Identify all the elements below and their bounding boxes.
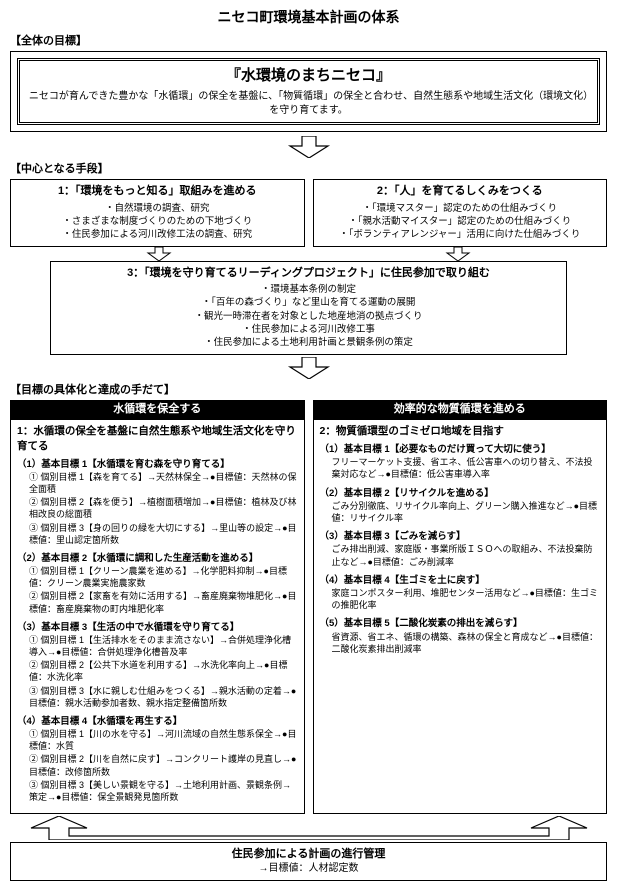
list-item: さまざまな制度づくりのための下地づくり	[17, 215, 298, 228]
goal-detail: ② 個別目標 2【森を便う】→植樹面積増加→●目標値：植林及び林相改良の総面積	[17, 496, 298, 520]
overall-goal-inner: 『水環境のまちニセコ』 ニセコが育んできた豊かな「水循環」の保全を基盤に、「物質…	[17, 58, 600, 125]
goal-detail: ② 個別目標 2【家畜を有効に活用する】→畜産廃棄物堆肥化→●目標値：畜産廃棄物…	[17, 590, 298, 614]
means-left-title: 1：「環境をもっと知る」取組みを進める	[17, 184, 298, 199]
means-right-list: 「環境マスター」認定のための仕組みづくり 「親水活動マイスター」認定のための仕組…	[320, 202, 601, 242]
goals-right-box: 2：物質循環型のゴミゼロ地域を目指す （1）基本目標 1【必要なものだけ買って大…	[313, 419, 608, 814]
arrow-down-icon	[284, 357, 334, 379]
means-right-title: 2：「人」を育てるしくみをつくる	[320, 184, 601, 199]
goal-detail: フリーマーケット支援、省エネ、低公害車への切り替え、不法投棄対応など→●目標値：…	[320, 456, 601, 480]
goal-group-title: （5）基本目標 5【二酸化炭素の排出を減らす】	[320, 617, 601, 630]
goal-detail: 家庭コンポスター利用、堆肥センター活用など→●目標値：生ゴミの推肥化率	[320, 587, 601, 611]
goal-detail: ② 個別目標 2【川を自然に戻す】→コンクリート護岸の見直し→●目標値：改修箇所…	[17, 753, 298, 777]
footer-sub: →目標値：人材認定数	[15, 862, 602, 876]
goal-detail: ① 個別目標 1【川の水を守る】→河川流域の自然生態系保全→●目標値：水質	[17, 728, 298, 752]
goal-group-title: （1）基本目標 1【水循環を育む森を守り育てる】	[17, 458, 298, 471]
goal-group-title: （3）基本目標 3【ごみを減らす】	[320, 530, 601, 543]
goal-detail: 省資源、省エネ、循環の構築、森林の保全と育成など→●目標値：二酸化炭素排出削減率	[320, 631, 601, 655]
banner-right: 効率的な物質循環を進める	[313, 400, 608, 419]
list-item: 「親水活動マイスター」認定のための仕組みづくり	[320, 215, 601, 228]
arrow-down-icon	[284, 136, 334, 158]
goal-detail: ① 個別目標 1【クリーン農業を進める】→化学肥料抑制→●目標値：クリーン農業実…	[17, 565, 298, 589]
goal-group-title: （3）基本目標 3【生活の中で水循環を守り育てる】	[17, 621, 298, 634]
goal-detail: ③ 個別目標 3【美しい景観を守る】→土地利用計画、景観条例→策定→●目標値：保…	[17, 779, 298, 803]
list-item: 住民参加による土地利用計画と景観条例の策定	[57, 336, 560, 349]
arrow-down-icon	[144, 247, 174, 261]
means-center-box: 3：「環境を守り育てるリーディングプロジェクト」に住民参加で取り組む 環境基本条…	[50, 261, 567, 355]
goal-detail: ③ 個別目標 3【水に親しむ仕組みをつくる】→親水活動の定着→●目標値：親水活動…	[17, 685, 298, 709]
goals-left-box: 1：水循環の保全を基盤に自然生態系や地域生活文化を守り育てる （1）基本目標 1…	[10, 419, 305, 814]
goals-right-heading: 2：物質循環型のゴミゼロ地域を目指す	[320, 424, 601, 439]
footer-box: 住民参加による計画の進行管理 →目標値：人材認定数	[10, 842, 607, 881]
goal-group-title: （2）基本目標 2【リサイクルを進める】	[320, 487, 601, 500]
goal-group-title: （4）基本目標 4【生ゴミを土に戻す】	[320, 574, 601, 587]
list-item: 住民参加による河川改修工法の調査、研究	[17, 228, 298, 241]
means-left-list: 自然環境の調査、研究 さまざまな制度づくりのための下地づくり 住民参加による河川…	[17, 202, 298, 242]
banner-row: 水循環を保全する 効率的な物質循環を進める	[10, 400, 607, 419]
goal-detail: ③ 個別目標 3【身の回りの緑を大切にする】→里山等の設定→●目標値：里山認定箇…	[17, 522, 298, 546]
list-item: 環境基本条例の制定	[57, 283, 560, 296]
goal-group: （1）基本目標 1【水循環を育む森を守り育てる】 ① 個別目標 1【森を育てる】…	[17, 458, 298, 546]
goal-group: （5）基本目標 5【二酸化炭素の排出を減らす】 省資源、省エネ、循環の構築、森林…	[320, 617, 601, 655]
goal-group: （2）基本目標 2【リサイクルを進める】 ごみ分別徹底、リサイクル率向上、グリー…	[320, 487, 601, 525]
overall-goal-outer: 『水環境のまちニセコ』 ニセコが育んできた豊かな「水循環」の保全を基盤に、「物質…	[10, 51, 607, 132]
label-overall: 全体の目標	[10, 34, 607, 49]
label-detail: 目標の具体化と達成の手だて	[10, 383, 607, 398]
goal-detail: ② 個別目標 2【公共下水道を利用する】→水洗化率向上→●目標値：水洗化率	[17, 659, 298, 683]
list-item: 「百年の森づくり」など里山を育てる運動の展開	[57, 296, 560, 309]
goal-group-title: （1）基本目標 1【必要なものだけ買って大切に使う】	[320, 443, 601, 456]
means-center-title: 3：「環境を守り育てるリーディングプロジェクト」に住民参加で取り組む	[57, 266, 560, 281]
goal-group: （3）基本目標 3【ごみを減らす】 ごみ排出削減、家庭版・事業所版ＩＳＯへの取組…	[320, 530, 601, 568]
goal-group-title: （4）基本目標 4【水循環を再生する】	[17, 715, 298, 728]
list-item: 「環境マスター」認定のための仕組みづくり	[320, 202, 601, 215]
overall-goal-subtitle: ニセコが育んできた豊かな「水循環」の保全を基盤に、「物質循環」の保全と合わせ、自…	[28, 90, 589, 118]
means-top-row: 1：「環境をもっと知る」取組みを進める 自然環境の調査、研究 さまざまな制度づく…	[10, 179, 607, 246]
goal-group: （2）基本目標 2【水循環に調和した生産活動を進める】 ① 個別目標 1【クリー…	[17, 552, 298, 615]
means-center-list: 環境基本条例の制定 「百年の森づくり」など里山を育てる運動の展開 観光一時滞在者…	[57, 283, 560, 349]
goal-detail: ① 個別目標 1【生活排水をそのまま流さない】→合併処理浄化槽導入→●目標値：合…	[17, 634, 298, 658]
goal-detail: ごみ分別徹底、リサイクル率向上、グリーン購入推進など→●目標値：リサイクル率	[320, 500, 601, 524]
goal-group: （4）基本目標 4【生ゴミを土に戻す】 家庭コンポスター利用、堆肥センター活用な…	[320, 574, 601, 612]
list-item: 住民参加による河川改修工事	[57, 323, 560, 336]
means-left-box: 1：「環境をもっと知る」取組みを進める 自然環境の調査、研究 さまざまな制度づく…	[10, 179, 305, 246]
means-right-box: 2：「人」を育てるしくみをつくる 「環境マスター」認定のための仕組みづくり 「親…	[313, 179, 608, 246]
goals-row: 1：水循環の保全を基盤に自然生態系や地域生活文化を守り育てる （1）基本目標 1…	[10, 419, 607, 814]
footer-main: 住民参加による計画の進行管理	[15, 847, 602, 862]
goal-group: （4）基本目標 4【水循環を再生する】 ① 個別目標 1【川の水を守る】→河川流…	[17, 715, 298, 803]
goal-detail: ① 個別目標 1【森を育てる】→天然林保全→●目標値：天然林の保全面積	[17, 471, 298, 495]
overall-goal-title: 『水環境のまちニセコ』	[28, 65, 589, 86]
list-item: 観光一時滞在者を対象とした地産地消の拠点づくり	[57, 310, 560, 323]
list-item: 「ボランティアレンジャー」活用に向けた仕組みづくり	[320, 228, 601, 241]
arrow-down-icon	[443, 247, 473, 261]
page-title: ニセコ町環境基本計画の体系	[10, 8, 607, 28]
goal-group-title: （2）基本目標 2【水循環に調和した生産活動を進める】	[17, 552, 298, 565]
goal-detail: ごみ排出削減、家庭版・事業所版ＩＳＯへの取組み、不法投棄防止など→●目標値：ごみ…	[320, 543, 601, 567]
goal-group: （1）基本目標 1【必要なものだけ買って大切に使う】 フリーマーケット支援、省エ…	[320, 443, 601, 481]
goals-left-heading: 1：水循環の保全を基盤に自然生態系や地域生活文化を守り育てる	[17, 424, 298, 453]
list-item: 自然環境の調査、研究	[17, 202, 298, 215]
banner-left: 水循環を保全する	[10, 400, 305, 419]
label-means: 中心となる手段	[10, 162, 607, 177]
goal-group: （3）基本目標 3【生活の中で水循環を守り育てる】 ① 個別目標 1【生活排水を…	[17, 621, 298, 709]
